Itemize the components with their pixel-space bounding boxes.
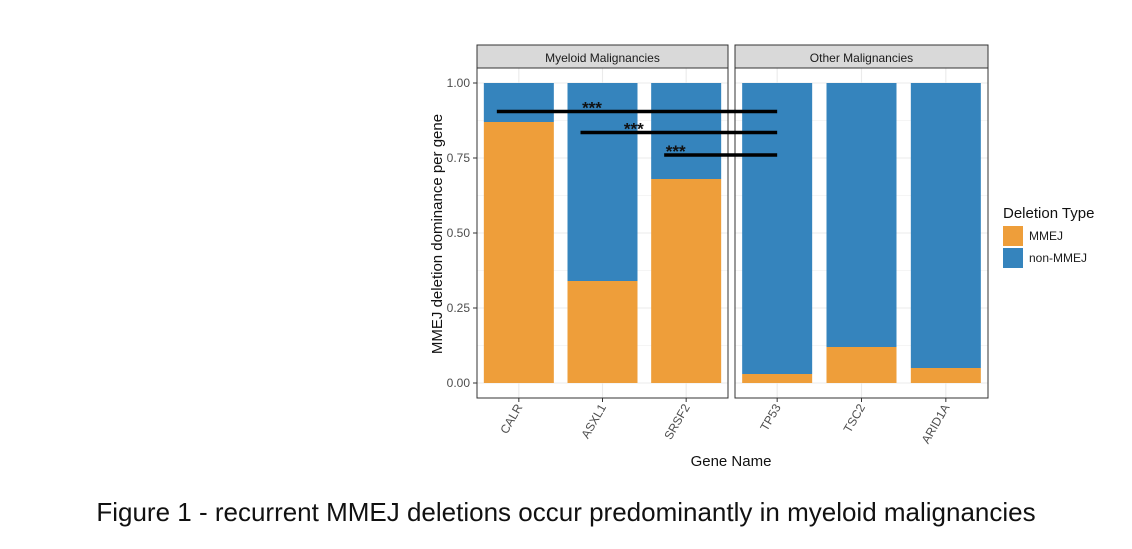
figure-caption: Figure 1 - recurrent MMEJ deletions occu… — [96, 497, 1036, 527]
legend-label: non-MMEJ — [1029, 251, 1087, 265]
facet-strip — [734, 44, 989, 69]
x-tick-label: CALR — [497, 401, 525, 436]
x-tick-label: TSC2 — [841, 401, 869, 435]
y-axis-title: MMEJ deletion dominance per gene — [429, 114, 446, 354]
x-axis-title: Gene Name — [691, 453, 772, 470]
bar-non-mmej-tsc2 — [826, 83, 897, 347]
bar-non-mmej-arid1a — [910, 83, 981, 368]
x-tick-label: TP53 — [757, 401, 784, 433]
y-tick-label: 1.00 — [447, 76, 471, 90]
bar-mmej-asxl1 — [567, 281, 638, 383]
significance-label: *** — [666, 142, 686, 161]
y-tick-label: 0.75 — [447, 151, 471, 165]
x-tick-label: SRSF2 — [661, 401, 693, 442]
bar-non-mmej-calr — [483, 83, 554, 122]
bar-mmej-calr — [483, 122, 554, 383]
x-tick-label: ARID1A — [919, 402, 953, 447]
bar-mmej-arid1a — [910, 368, 981, 383]
bar-non-mmej-tp53 — [742, 83, 813, 374]
y-tick-label: 0.50 — [447, 226, 471, 240]
legend-title: Deletion Type — [1003, 205, 1094, 222]
bar-mmej-tp53 — [742, 374, 813, 383]
legend-swatch-non-mmej — [1003, 248, 1023, 268]
y-tick-label: 0.25 — [447, 301, 471, 315]
y-tick-label: 0.00 — [447, 376, 471, 390]
bar-mmej-tsc2 — [826, 347, 897, 383]
legend-label: MMEJ — [1029, 229, 1063, 243]
facet-title: Myeloid Malignancies — [545, 51, 660, 65]
significance-label: *** — [624, 120, 644, 139]
legend-swatch-mmej — [1003, 226, 1023, 246]
bar-mmej-srsf2 — [651, 179, 722, 383]
bar-non-mmej-asxl1 — [567, 83, 638, 281]
facet-strip — [476, 44, 729, 69]
significance-label: *** — [582, 99, 602, 118]
x-tick-label: ASXL1 — [578, 401, 609, 441]
facet-title: Other Malignancies — [810, 51, 913, 65]
